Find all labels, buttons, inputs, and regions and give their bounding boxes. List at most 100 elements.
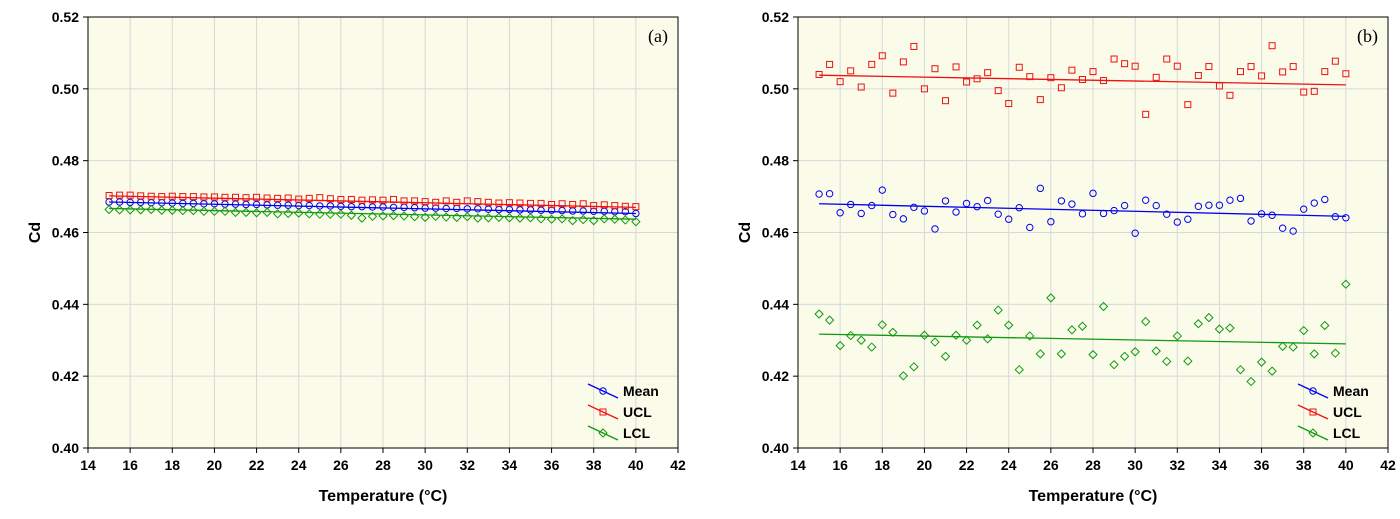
data-point-mean <box>1236 194 1245 203</box>
data-point-mean <box>410 204 419 212</box>
data-point-ucl <box>1015 63 1023 71</box>
data-point-mean <box>868 201 876 210</box>
data-point-ucl <box>1184 101 1192 109</box>
data-point-lcl <box>567 215 578 226</box>
data-point-mean <box>632 209 640 218</box>
x-tick-label: 24 <box>1001 457 1017 473</box>
data-point-mean <box>1226 196 1234 204</box>
data-point-ucl <box>569 200 577 208</box>
data-point-lcl <box>1046 293 1056 303</box>
data-point-mean <box>326 202 335 210</box>
data-point-ucl <box>168 192 176 200</box>
data-point-lcl <box>209 206 220 217</box>
data-point-lcl <box>1140 316 1151 327</box>
data-point-ucl <box>1173 62 1181 70</box>
data-point-ucl <box>931 65 939 73</box>
data-point-mean <box>1131 229 1139 237</box>
data-point-ucl <box>390 195 398 203</box>
data-point-ucl <box>847 67 855 75</box>
data-point-lcl <box>835 340 845 351</box>
data-point-ucl <box>527 199 534 207</box>
data-point-mean <box>537 206 545 214</box>
x-tick-label: 26 <box>1043 457 1059 473</box>
data-point-mean <box>1068 200 1076 208</box>
data-point-mean <box>1278 224 1287 232</box>
data-point-mean <box>1047 218 1055 226</box>
data-point-ucl <box>889 89 897 97</box>
data-point-mean <box>1321 195 1329 204</box>
data-point-mean <box>1194 202 1203 210</box>
data-point-lcl <box>167 205 177 215</box>
data-point-ucl <box>368 196 376 204</box>
data-point-mean <box>1215 201 1224 209</box>
data-point-ucl <box>1342 70 1350 78</box>
y-tick-label: 0.42 <box>762 368 789 384</box>
data-point-lcl <box>199 206 209 217</box>
data-point-ucl <box>1036 96 1044 104</box>
data-point-ucl <box>232 193 239 201</box>
data-point-ucl <box>432 198 440 206</box>
data-point-lcl <box>220 206 230 217</box>
data-point-ucl <box>1110 55 1118 63</box>
data-point-mean <box>1078 210 1087 218</box>
legend-swatch-line <box>1297 383 1329 399</box>
data-point-lcl <box>1035 349 1046 359</box>
data-point-mean <box>1342 214 1350 222</box>
data-point-lcl <box>399 211 409 221</box>
data-point-lcl <box>867 342 877 352</box>
trend-line-lcl <box>819 333 1346 345</box>
data-point-ucl <box>516 199 524 207</box>
data-point-mean <box>1247 217 1255 225</box>
legend-item-ucl: UCL <box>1297 404 1362 420</box>
data-point-ucl <box>347 195 355 203</box>
legend-label: LCL <box>623 425 651 441</box>
data-point-mean <box>558 206 566 215</box>
data-point-ucl <box>284 194 292 202</box>
x-tick-label: 18 <box>164 457 180 473</box>
data-point-lcl <box>1014 364 1024 375</box>
data-point-lcl <box>1025 331 1035 341</box>
data-point-ucl <box>1142 110 1150 118</box>
data-point-ucl <box>1289 63 1297 71</box>
data-point-mean <box>1026 223 1034 232</box>
data-point-lcl <box>814 309 824 319</box>
data-point-ucl <box>590 202 598 210</box>
data-point-lcl <box>146 204 156 215</box>
data-point-lcl <box>877 320 887 330</box>
data-point-ucl <box>105 192 113 200</box>
y-tick-label: 0.40 <box>762 440 789 456</box>
data-point-ucl <box>505 199 513 207</box>
data-point-lcl <box>557 214 567 224</box>
x-tick-label: 42 <box>670 457 686 473</box>
data-point-lcl <box>1130 347 1140 357</box>
data-point-ucl <box>579 200 587 208</box>
data-point-lcl <box>515 213 525 223</box>
data-point-ucl <box>1068 66 1076 74</box>
series-lcl <box>814 279 1351 387</box>
data-point-ucl <box>421 198 429 206</box>
legend: Mean UCL LCL <box>1297 383 1369 441</box>
data-point-lcl <box>610 214 620 224</box>
data-point-mean <box>1005 215 1013 223</box>
data-point-ucl <box>295 195 303 203</box>
data-point-ucl <box>878 52 886 60</box>
data-point-ucl <box>495 199 503 207</box>
data-point-mean <box>316 202 324 210</box>
data-point-lcl <box>1119 351 1130 362</box>
y-tick-label: 0.42 <box>52 368 79 384</box>
data-point-ucl <box>1121 60 1129 68</box>
legend-item-lcl: LCL <box>587 425 651 441</box>
y-tick-label: 0.48 <box>52 153 79 169</box>
data-point-mean <box>931 225 939 233</box>
plot-frame <box>797 16 1389 449</box>
legend-swatch-line <box>587 404 619 420</box>
legend-item-mean: Mean <box>587 383 659 399</box>
x-tick-label: 42 <box>1380 457 1396 473</box>
data-point-mean <box>1099 209 1108 218</box>
data-point-lcl <box>1330 348 1341 358</box>
data-point-ucl <box>899 58 907 66</box>
x-tick-label: 22 <box>249 457 265 473</box>
data-point-mean <box>621 207 630 216</box>
data-point-ucl <box>1215 82 1223 90</box>
data-point-ucl <box>1247 63 1255 71</box>
